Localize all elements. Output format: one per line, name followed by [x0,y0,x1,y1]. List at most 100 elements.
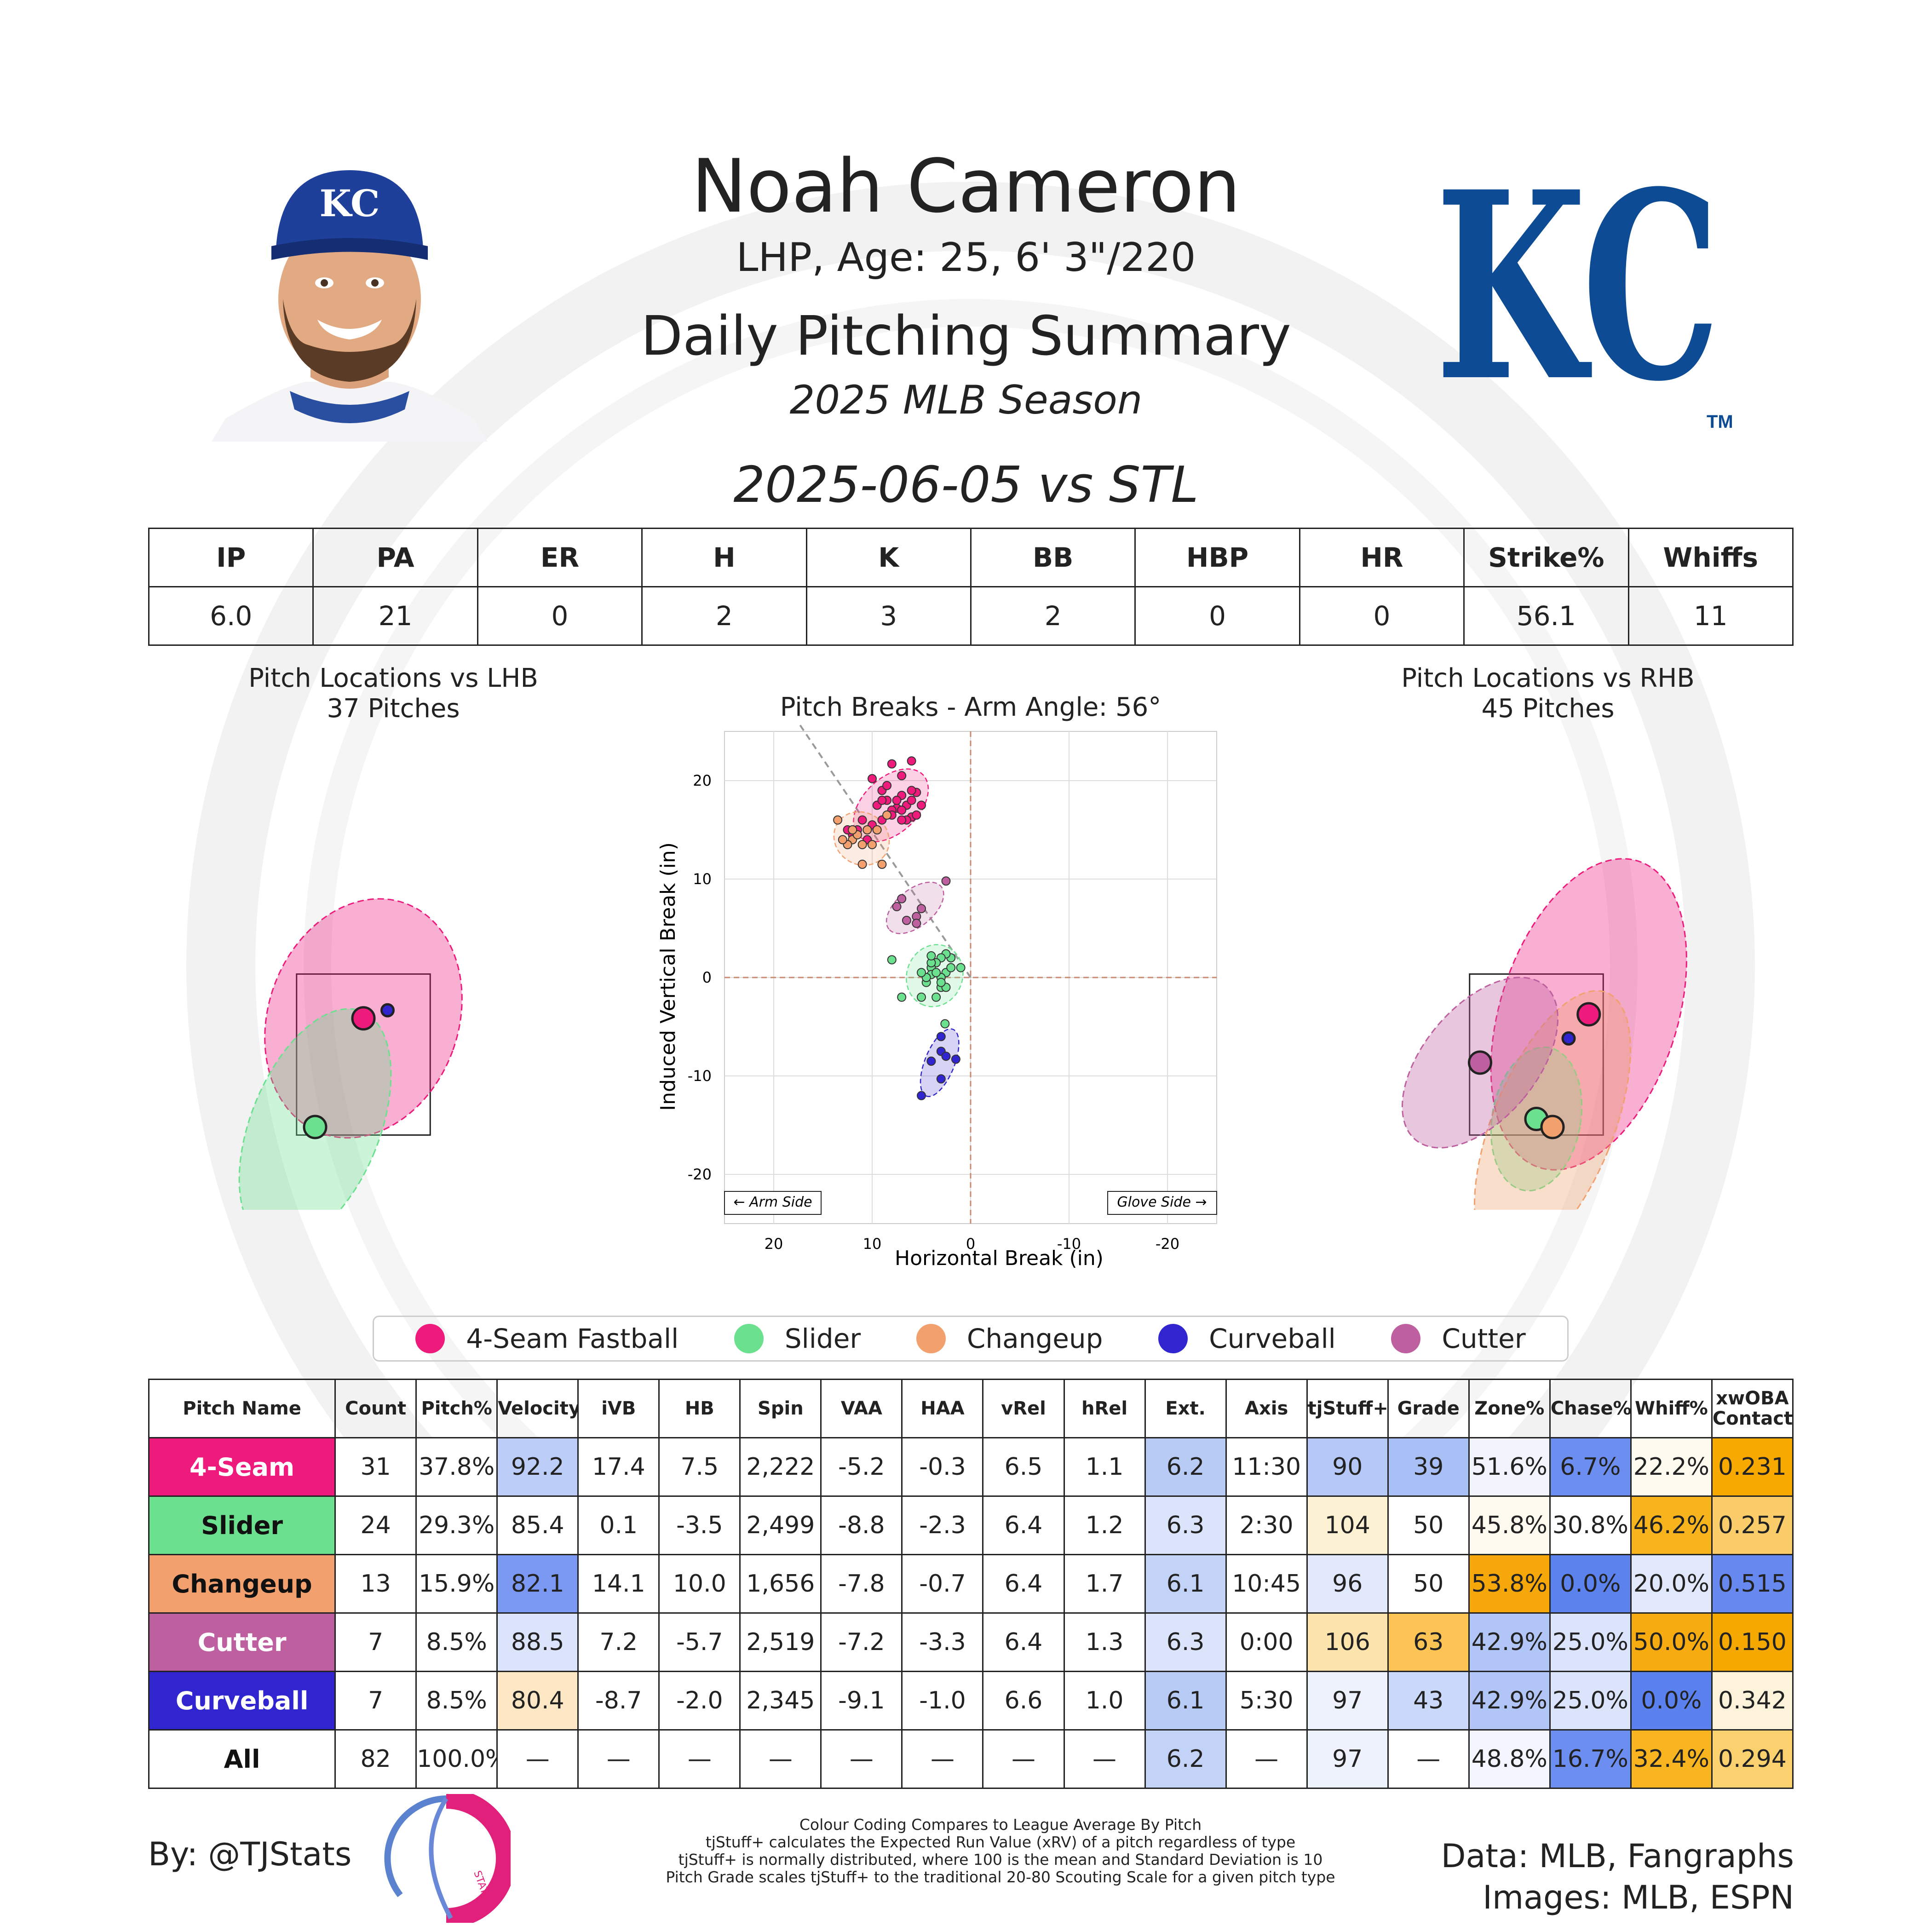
lhb-location-chart [238,898,463,1210]
pitch-metric-cell: 7.5 [658,1437,741,1497]
legend-item-changeup: Changeup [916,1323,1103,1354]
y-tick-label: 20 [693,772,712,789]
x-tick-label: 0 [966,1235,975,1253]
pitch-break-point [926,1056,936,1066]
pitch-metric-cell: 0.150 [1711,1612,1794,1672]
pitch-metric-cell: -9.1 [820,1671,903,1731]
pitch-metric-cell: 1.0 [1063,1671,1146,1731]
pitch-metric-cell: 6.1 [1144,1554,1227,1614]
pitch-metric-cell: — [577,1729,660,1789]
pitch-metric-cell: 88.5 [496,1612,579,1672]
pitch-metric-cell: 6.5 [982,1437,1065,1497]
pitch-metric-cell: 51.6% [1468,1437,1551,1497]
legend-marker [415,1324,445,1353]
game-stats-table: IP PA ER H K BB HBP HR Strike% Whiffs 6.… [148,528,1794,646]
mean-location-point [351,1006,376,1031]
pitch-break-point [917,968,926,978]
pitch-metric-cell: -5.2 [820,1437,903,1497]
pitch-table-header: Pitch Name [148,1379,336,1438]
pitch-metric-cell: 13 [334,1554,417,1614]
glove-side-label: Glove Side → [1117,1194,1207,1210]
pitch-break-point [868,840,877,850]
pitch-metric-cell: 39 [1387,1437,1470,1497]
pitch-metric-cell: 50 [1387,1554,1470,1614]
pitch-metric-cell: -7.8 [820,1554,903,1614]
glove-side-annotation: Glove Side → [1107,1191,1217,1215]
footnote: Pitch Grade scales tjStuff+ to the tradi… [666,1868,1335,1886]
pitch-metric-cell: 20.0% [1630,1554,1713,1614]
stat-header: HR [1299,528,1465,587]
pitch-table-header: Ext. [1144,1379,1227,1438]
pitch-name-cell: Cutter [148,1612,336,1672]
pitch-break-point [912,810,921,820]
team-logo: KC TM [1435,136,1748,438]
pitch-break-point [848,825,857,834]
stat-value: 56.1 [1463,586,1629,646]
arm-angle-line [797,722,972,978]
byline: By: @TJStats [148,1835,352,1873]
pitch-break-point [862,825,872,834]
pitch-metric-cell: 96 [1306,1554,1389,1614]
pitch-metric-cell: 10:45 [1225,1554,1308,1614]
stat-header: HBP [1134,528,1300,587]
pitch-break-point [872,825,882,834]
pitch-metric-cell: -2.0 [658,1671,741,1731]
pitch-metric-cell: 46.2% [1630,1495,1713,1555]
pitch-table-row: All82100.0%————————6.2—97—48.8%16.7%32.4… [148,1729,1794,1789]
stat-value: 6.0 [148,586,314,646]
pitch-metric-cell: 29.3% [415,1495,498,1555]
break-ellipse [886,881,944,934]
player-name: Noah Cameron [691,143,1241,229]
pitch-metric-cell: — [820,1729,903,1789]
pitch-break-point [892,795,902,805]
x-tick-label: 20 [765,1235,783,1253]
mean-location-point [303,1115,328,1139]
pitch-table-header: iVB [577,1379,660,1438]
pitch-metric-cell: 0.1 [577,1495,660,1555]
pitch-metric-cell: 1.7 [1063,1554,1146,1614]
pitch-metric-cell: 82.1 [496,1554,579,1614]
tjstats-logo: STATS [384,1794,511,1923]
pitch-table-header: HAA [901,1379,984,1438]
pitch-table-row: Changeup 13 15.9% 82.1 14.1 10.0 1,656 -7.8 -0.7… [148,1554,1794,1614]
season-label: 2025 MLB Season [789,377,1143,423]
pitch-metric-cell: 45.8% [1468,1495,1551,1555]
pitch-table-header: Grade [1387,1379,1470,1438]
pitch-metric-cell: 0.0% [1630,1671,1713,1731]
pitch-table-header: tjStuff+ [1306,1379,1389,1438]
x-axis-label: Horizontal Break (in) [895,1247,1104,1270]
stat-value: 0 [1134,586,1300,646]
legend-marker [734,1324,764,1353]
breaks-chart-title: Pitch Breaks - Arm Angle: 56° [780,692,1162,722]
pitch-metric-cell: 25.0% [1549,1612,1632,1672]
pitch-table-header: Whiff% [1630,1379,1713,1438]
pitch-break-point [912,919,921,928]
y-axis-label: Induced Vertical Break (in) [656,842,680,1111]
pitch-metric-cell: 1.1 [1063,1437,1146,1497]
pitch-metric-cell: 7 [334,1612,417,1672]
pitch-metric-cell: 0.0% [1549,1554,1632,1614]
pitch-metric-cell: 6.6 [982,1671,1065,1731]
mean-location-point [1540,1115,1565,1139]
rhb-pitch-count: 45 Pitches [1481,694,1615,724]
pitch-metric-cell: 6.3 [1144,1612,1227,1672]
lhb-title-text: Pitch Locations vs LHB [248,663,538,693]
stat-value: 21 [312,586,478,646]
pitch-metric-cell: -7.2 [820,1612,903,1672]
pitch-break-point [917,904,926,914]
pitch-metric-cell: 8.5% [415,1612,498,1672]
game-stats-value-row: 6.0 21 0 2 3 2 0 0 56.1 11 [148,586,1794,646]
y-tick-label: -20 [688,1166,712,1183]
pitch-break-point [877,859,887,869]
pitch-metric-cell: 97 [1306,1671,1389,1731]
pitch-break-point [897,894,907,903]
pitch-break-point [838,835,847,845]
pitch-break-point [932,968,941,978]
stat-header: BB [970,528,1136,587]
stat-header: Strike% [1463,528,1629,587]
pitch-breaks-chart: 20 10 0 -10 -20 20 10 0 -10 -20 Horizontal Break … [656,722,1217,1270]
pitch-metric-cell: 6.4 [982,1612,1065,1672]
legend-marker [916,1324,946,1353]
stat-value: 0 [477,586,643,646]
stat-header: H [641,528,807,587]
